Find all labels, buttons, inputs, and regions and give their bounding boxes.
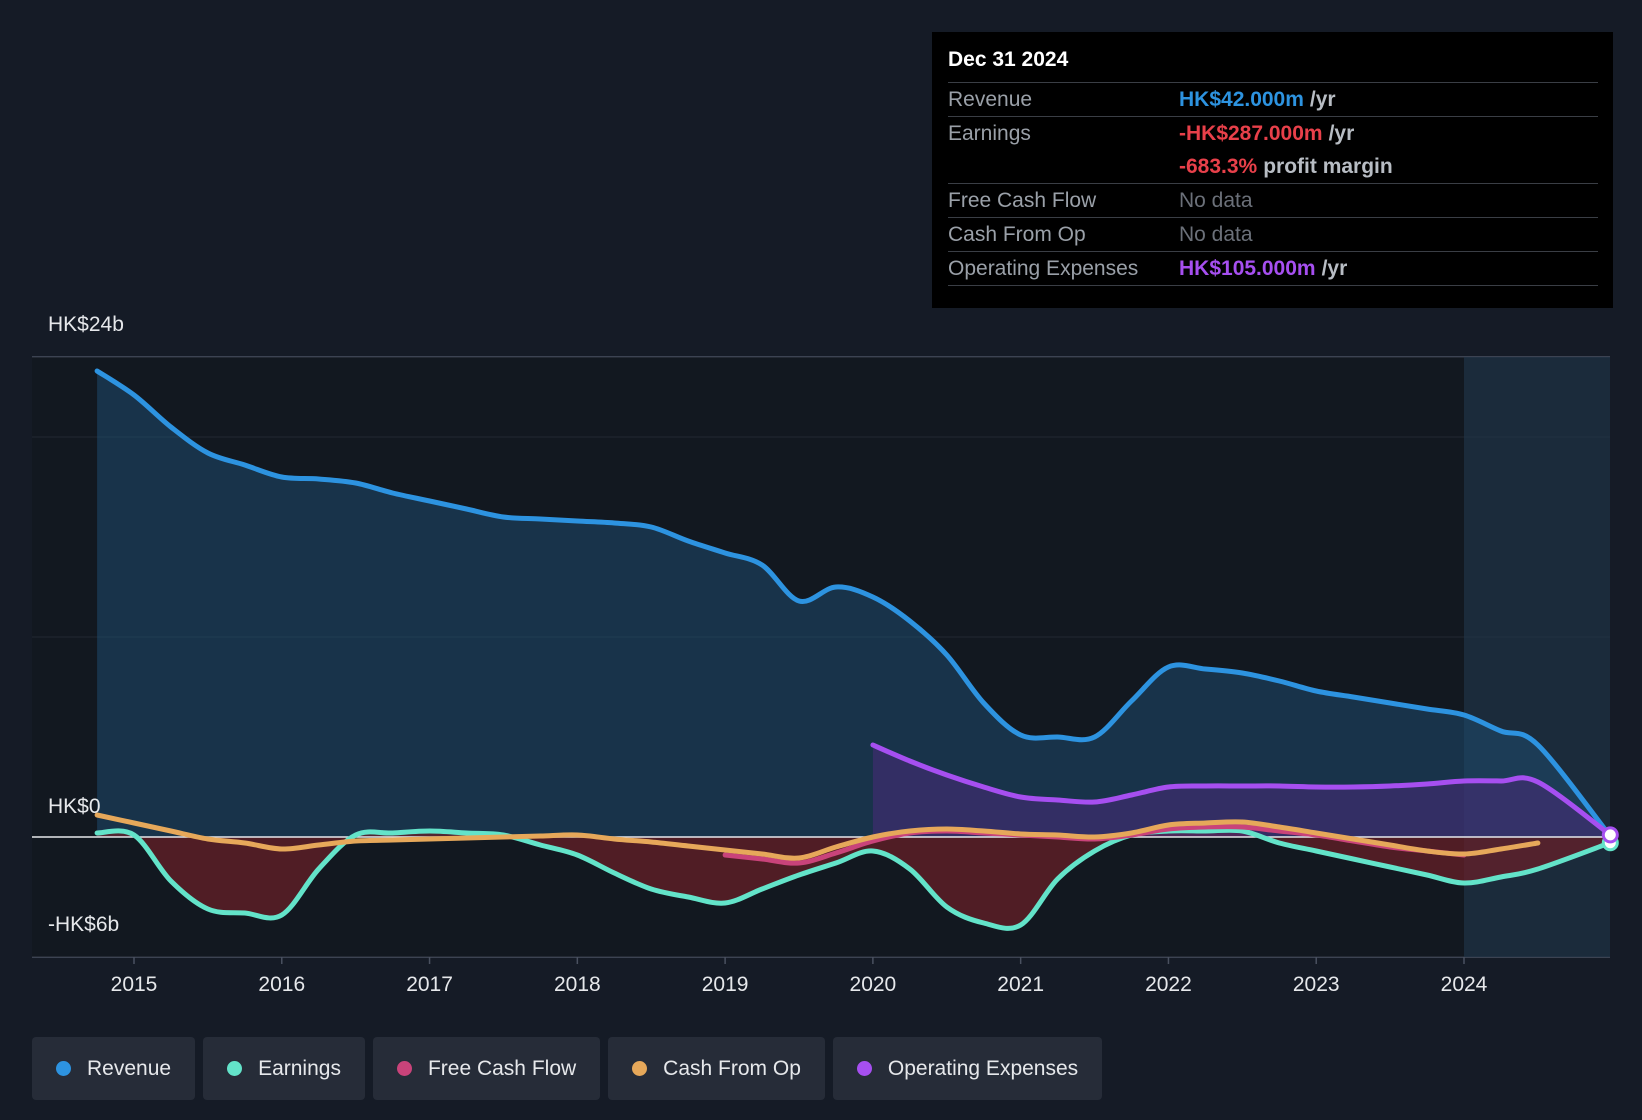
y-axis-labels: HK$24b HK$0 -HK$6b (48, 313, 124, 936)
tooltip-row-revenue: Revenue HK$42.000m /yr (948, 82, 1598, 116)
tooltip-date: Dec 31 2024 (948, 48, 1069, 71)
tooltip-unit-earnings: /yr (1328, 121, 1355, 145)
legend: Revenue Earnings Free Cash Flow Cash Fro… (32, 1037, 1103, 1100)
x-tick-label: 2017 (406, 973, 453, 996)
legend-label-revenue: Revenue (87, 1056, 172, 1080)
legend-item-earnings[interactable]: Earnings (203, 1037, 365, 1100)
x-tick-label: 2022 (1145, 973, 1192, 996)
tooltip-row-cfo: Cash From Op No data (948, 217, 1598, 251)
tooltip-unit-margin: profit margin (1263, 154, 1393, 178)
x-tick-label: 2020 (850, 973, 897, 996)
tooltip-label-cfo: Cash From Op (948, 222, 1086, 246)
x-axis-labels: 2015 2016 2017 2018 2019 2020 2021 2022 2023 2024 (111, 957, 1488, 996)
y-tick-label: HK$0 (48, 795, 101, 818)
legend-label-opex: Operating Expenses (887, 1056, 1079, 1080)
earnings-dot-icon (227, 1061, 243, 1076)
cfo-dot-icon (632, 1061, 648, 1076)
tooltip-row-opex: Operating Expenses HK$105.000m /yr (948, 251, 1598, 285)
tooltip-value-fcf: No data (1179, 188, 1253, 212)
fcf-dot-icon (396, 1061, 412, 1076)
revenue-area (97, 371, 1611, 837)
legend-label-fcf: Free Cash Flow (427, 1056, 577, 1080)
tooltip-row-earnings: Earnings -HK$287.000m /yr (948, 116, 1598, 150)
x-tick-label: 2016 (258, 973, 305, 996)
opex-line (870, 742, 1613, 838)
series-areas (97, 371, 1611, 929)
tooltip-unit-revenue: /yr (1309, 87, 1336, 111)
y-tick-label: HK$24b (48, 313, 124, 336)
tooltip-value-cfo: No data (1179, 222, 1253, 246)
tooltip-value-earnings: -HK$287.000m (1179, 121, 1323, 145)
x-tick-label: 2024 (1441, 973, 1488, 996)
data-tooltip: Dec 31 2024 Revenue HK$42.000m /yr Earni… (932, 32, 1613, 308)
legend-item-revenue[interactable]: Revenue (32, 1037, 196, 1100)
legend-item-opex[interactable]: Operating Expenses (832, 1037, 1103, 1100)
earnings-area (97, 830, 1611, 929)
x-tick-label: 2023 (1293, 973, 1340, 996)
legend-item-fcf[interactable]: Free Cash Flow (372, 1037, 601, 1100)
legend-item-cfo[interactable]: Cash From Op (608, 1037, 825, 1100)
cfo-line (94, 812, 1541, 861)
end-markers (1601, 826, 1619, 852)
opex-end-marker (1601, 826, 1619, 844)
x-tick-label: 2019 (702, 973, 749, 996)
opex-dot-icon (856, 1061, 872, 1076)
legend-label-earnings: Earnings (258, 1056, 341, 1080)
opex-area (872, 745, 1611, 837)
x-tick-label: 2021 (997, 973, 1044, 996)
x-tick-label: 2018 (554, 973, 601, 996)
tooltip-value-margin: -683.3% (1179, 154, 1258, 178)
tooltip-label-opex: Operating Expenses (948, 256, 1139, 280)
x-tick-label: 2015 (111, 973, 158, 996)
tooltip-label-earnings: Earnings (948, 121, 1031, 145)
revenue-dot-icon (56, 1061, 71, 1076)
tooltip-value-revenue: HK$42.000m (1179, 87, 1304, 111)
tooltip-label-revenue: Revenue (948, 87, 1033, 111)
series-lines (94, 368, 1613, 931)
legend-label-cfo: Cash From Op (663, 1056, 801, 1080)
tooltip-label-fcf: Free Cash Flow (948, 188, 1097, 212)
tooltip-value-opex: HK$105.000m (1179, 256, 1316, 280)
y-tick-label: -HK$6b (48, 913, 119, 936)
tooltip-row-fcf: Free Cash Flow No data (948, 183, 1598, 217)
tooltip-unit-opex: /yr (1321, 256, 1348, 280)
tooltip-row-margin: -683.3% profit margin (948, 150, 1598, 183)
revenue-line (94, 368, 1613, 839)
